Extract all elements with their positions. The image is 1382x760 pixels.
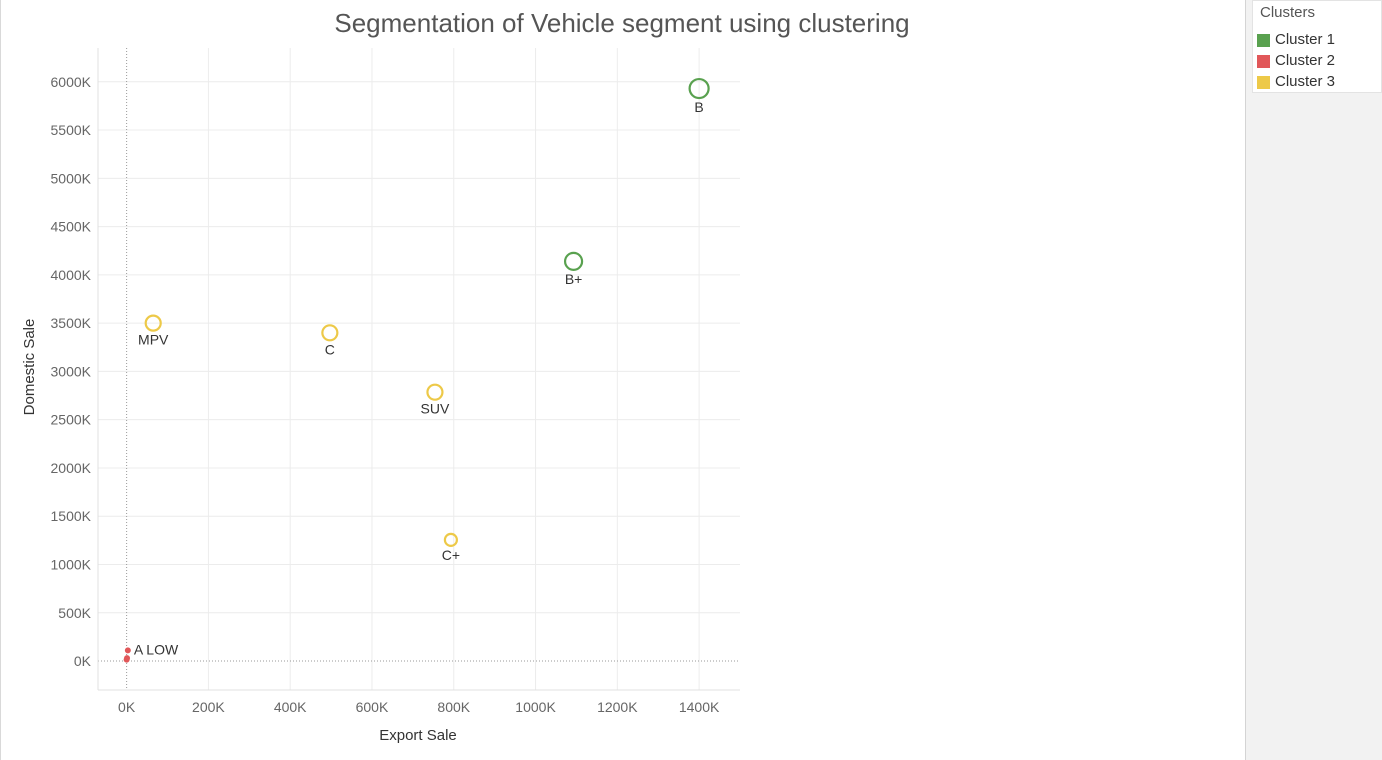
axes xyxy=(97,48,740,691)
y-tick-label: 5000K xyxy=(51,170,92,186)
side-panel xyxy=(1245,0,1382,760)
left-border xyxy=(0,0,1,760)
legend: Clusters Cluster 1 Cluster 2 Cluster 3 xyxy=(1252,0,1382,93)
chart-title: Segmentation of Vehicle segment using cl… xyxy=(334,8,909,38)
y-tick-label: 4000K xyxy=(51,267,92,283)
y-tick-labels: 0K 500K 1000K 1500K 2000K 2500K 3000K 3500K 4000… xyxy=(51,74,92,669)
y-tick-label: 5500K xyxy=(51,122,92,138)
y-tick-label: 4500K xyxy=(51,219,92,235)
x-tick-label: 1200K xyxy=(597,699,638,715)
data-point-cluster-2 xyxy=(124,647,131,654)
legend-label-cluster-1: Cluster 1 xyxy=(1275,31,1336,48)
point-label: C xyxy=(325,341,335,357)
data-point-cluster-1 xyxy=(563,251,584,271)
y-tick-label: 0K xyxy=(74,653,92,669)
x-tick-label: 800K xyxy=(437,699,470,715)
y-tick-label: 500K xyxy=(58,605,91,621)
y-tick-label: 1500K xyxy=(51,508,92,524)
x-tick-label: 1400K xyxy=(679,699,720,715)
plot-area[interactable] xyxy=(98,48,740,690)
data-point-cluster-3 xyxy=(443,532,458,547)
legend-label-cluster-3: Cluster 3 xyxy=(1275,73,1336,90)
legend-swatch-cluster-2 xyxy=(1257,55,1270,68)
y-tick-label: 6000K xyxy=(51,74,92,90)
data-point-cluster-1 xyxy=(688,77,710,100)
point-label: MPV xyxy=(138,332,169,348)
legend-swatch-cluster-1 xyxy=(1257,34,1270,47)
scatter-chart[interactable]: Segmentation of Vehicle segment using cl… xyxy=(0,0,1245,760)
x-tick-label: 0K xyxy=(118,699,136,715)
y-tick-label: 2000K xyxy=(51,460,92,476)
x-tick-labels: 0K 200K 400K 600K 800K 1000K 1200K 1400K xyxy=(118,699,720,715)
y-tick-label: 3000K xyxy=(51,363,92,379)
y-axis-title: Domestic Sale xyxy=(21,319,38,416)
legend-swatch-cluster-3 xyxy=(1257,76,1270,89)
data-point-cluster-2 xyxy=(123,656,130,663)
grid-lines xyxy=(98,48,740,690)
y-tick-label: 1000K xyxy=(51,556,92,572)
data-point-cluster-3 xyxy=(321,324,339,342)
point-label: C+ xyxy=(442,547,460,563)
point-label: B+ xyxy=(565,271,583,287)
point-labels: B B+ A LOW MPV C SUV C+ xyxy=(134,99,704,657)
data-points[interactable] xyxy=(123,77,710,663)
point-label: A LOW xyxy=(134,641,179,657)
x-tick-label: 200K xyxy=(192,699,225,715)
x-axis-title: Export Sale xyxy=(379,727,457,744)
y-tick-label: 3500K xyxy=(51,315,92,331)
data-point-cluster-3 xyxy=(144,314,162,332)
y-tick-label: 2500K xyxy=(51,412,92,428)
legend-title: Clusters xyxy=(1260,4,1316,21)
data-point-cluster-3 xyxy=(426,383,444,401)
legend-label-cluster-2: Cluster 2 xyxy=(1275,52,1336,69)
x-tick-label: 400K xyxy=(274,699,307,715)
point-label: SUV xyxy=(421,401,450,417)
x-tick-label: 600K xyxy=(356,699,389,715)
point-label: B xyxy=(694,99,703,115)
zero-lines xyxy=(98,48,740,690)
x-tick-label: 1000K xyxy=(515,699,556,715)
